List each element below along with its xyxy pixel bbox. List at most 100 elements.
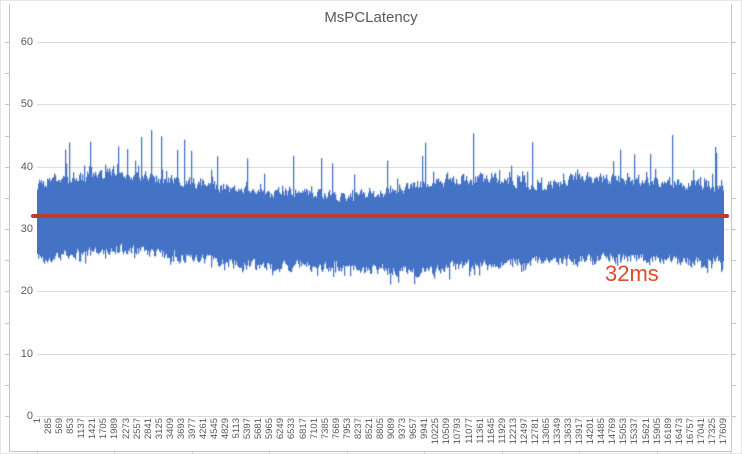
x-axis-label: 14485 [596,418,608,445]
x-axis-label: 15053 [618,418,630,445]
reference-line-32ms [31,213,729,218]
x-axis-label: 7669 [330,418,342,440]
x-axis-label: 16757 [684,418,696,445]
y-axis-label: 40 [20,160,33,173]
x-axis-label: 6817 [297,418,309,440]
y-axis-minor-tick [732,353,736,355]
y-axis-minor-tick [5,104,9,106]
x-axis-tick [501,451,503,453]
x-axis-label: 853 [65,418,77,434]
x-axis-label: 1421 [87,418,99,440]
x-axis-label: 2841 [142,418,154,440]
x-axis-tick [114,451,116,453]
x-axis-label: 8805 [375,418,386,440]
y-axis-minor-tick [5,260,9,262]
x-axis-label: 569 [54,418,66,434]
x-axis-label: 9657 [408,418,420,440]
x-axis-label: 17325 [706,418,718,445]
x-axis-label: 16189 [662,418,674,445]
x-axis-label: 17041 [695,418,707,445]
x-axis-label: 12781 [529,418,541,445]
x-axis-label: 10793 [452,418,464,445]
x-axis-label: 1 [32,418,43,424]
x-axis-label: 13633 [563,418,575,445]
y-axis-minor-tick [5,166,9,168]
x-axis-label: 11929 [496,418,508,444]
x-axis-label: 7101 [308,418,320,440]
x-axis-label: 1705 [98,418,110,440]
x-axis-label: 3125 [153,418,165,440]
y-axis-minor-tick [5,73,9,75]
x-axis-label: 15337 [629,418,641,445]
y-axis-minor-tick [5,384,9,386]
x-axis-label: 5113 [231,418,243,439]
x-axis-label: 13349 [552,418,564,445]
x-axis-label: 8237 [352,418,364,440]
x-axis-label: 12213 [507,418,519,445]
y-axis-minor-tick [732,384,736,386]
y-axis-minor-tick [732,322,736,324]
x-axis-label: 13065 [540,418,552,445]
x-axis-label: 7953 [341,418,353,440]
x-axis-label: 6533 [286,418,298,440]
y-axis-minor-tick [5,322,9,324]
chart-title: MsPCLatency [324,9,418,26]
y-axis-label: 20 [20,285,33,298]
x-axis-label: 16473 [673,418,685,445]
y-axis-minor-tick [732,197,736,199]
y-axis-minor-tick [5,197,9,199]
x-axis-label: 12497 [518,418,530,445]
reference-line-label: 32ms [605,261,659,286]
y-axis-minor-tick [5,135,9,137]
x-axis-tick [346,451,348,453]
y-axis-label: 30 [20,223,33,235]
y-axis-minor-tick [732,135,736,137]
x-axis-label: 3409 [164,418,176,440]
y-axis-minor-tick [732,260,736,262]
y-axis-minor-tick [732,291,736,293]
x-axis-label: 8521 [363,418,375,440]
latency-series [37,42,724,417]
y-axis-minor-tick [732,416,736,417]
x-axis-label: 5397 [242,418,254,440]
x-axis-label: 7385 [319,418,331,440]
x-axis-label: 9089 [386,418,398,440]
x-axis-label: 9373 [397,418,409,440]
y-axis-minor-tick [5,229,9,230]
y-axis-minor-tick [5,353,9,355]
x-axis-tick [579,451,581,453]
x-axis-tick [269,451,271,453]
x-axis-line [9,451,732,452]
x-axis-label: 3977 [186,418,198,440]
x-axis-tick [424,451,426,453]
x-axis-label: 15621 [640,418,652,445]
x-axis-label: 11645 [485,418,497,444]
y-axis-minor-tick [5,416,9,417]
y-axis-line-left [9,4,10,452]
y-axis-minor-tick [732,166,736,168]
x-axis-label: 3693 [175,418,187,440]
x-axis-tick [37,451,38,453]
y-axis-minor-tick [732,42,736,43]
y-axis-minor-tick [732,73,736,75]
x-axis-label: 5965 [264,418,276,440]
x-axis-tick [730,451,731,453]
x-axis-label: 17609 [718,418,729,445]
x-axis-label: 10509 [441,418,453,445]
x-axis-label: 4261 [197,418,209,440]
x-axis-label: 13917 [574,418,586,445]
y-axis-label: 0 [26,410,33,422]
y-axis-minor-tick [732,229,736,230]
x-axis-label: 1137 [76,418,88,439]
x-axis-label: 11361 [474,418,486,444]
x-axis-label: 6249 [275,418,287,440]
x-axis-label: 285 [43,418,55,434]
x-axis-label: 5681 [253,418,265,440]
y-axis-minor-tick [732,104,736,106]
x-axis-tick [191,451,193,453]
y-axis-line-right [731,4,732,452]
x-axis-label: 14201 [585,418,597,445]
x-axis-tick [656,451,658,453]
y-axis-minor-tick [5,291,9,293]
